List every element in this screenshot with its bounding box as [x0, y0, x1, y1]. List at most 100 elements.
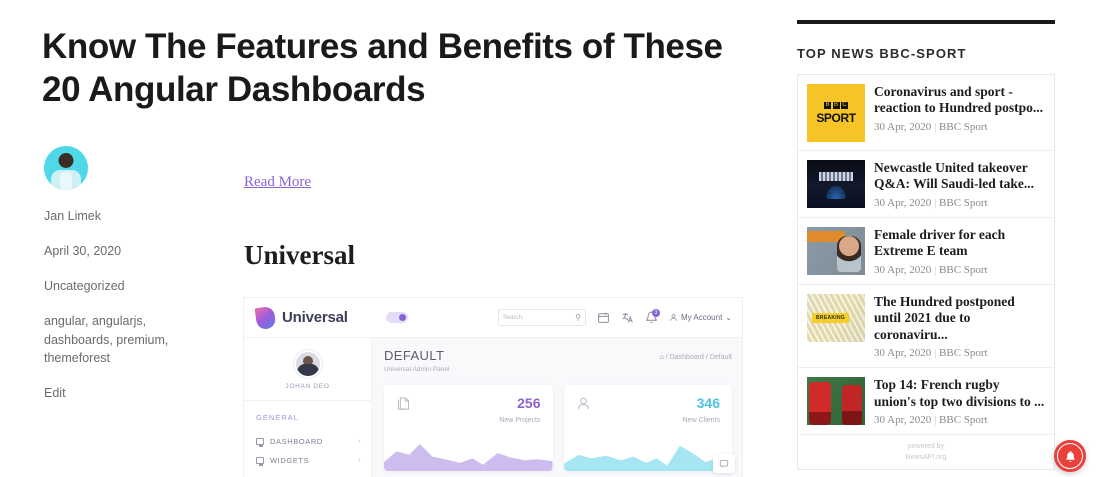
breadcrumb-item-default: Default: [709, 354, 732, 361]
list-item[interactable]: BREAKING The Hundred postponed until 202…: [798, 285, 1054, 369]
monitor-icon: [256, 438, 264, 447]
sidebar-avatar: [293, 350, 322, 378]
post-author: Jan Limek: [44, 209, 101, 223]
sidebar-avatar-body: [296, 364, 319, 376]
account-label: My Account: [680, 313, 723, 322]
news-meta: 30 Apr, 2020 | BBC Sport: [874, 414, 1045, 426]
post-meta: Jan Limek April 30, 2020 Uncategorized a…: [44, 146, 209, 402]
sidebar-item-widgets[interactable]: WIDGETS ›: [244, 451, 371, 470]
list-item[interactable]: Top 14: French rugby union's top two div…: [798, 368, 1054, 436]
edit-link[interactable]: Edit: [44, 385, 66, 400]
news-thumbnail: [807, 377, 865, 426]
news-top-rule: [797, 20, 1055, 24]
sidebar-user[interactable]: JOHAN DEO: [244, 346, 371, 400]
dashboard-topbar-actions: Search. ⚲: [497, 309, 732, 326]
news-headline[interactable]: The Hundred postponed until 2021 due to …: [874, 293, 1015, 342]
post-category[interactable]: Uncategorized: [44, 279, 125, 294]
post-date: April 30, 2020: [44, 244, 122, 259]
sidebar-item-label: DASHBOARD: [270, 437, 323, 446]
read-more-link[interactable]: Read More: [244, 174, 312, 190]
news-credit-line1: powered by: [907, 443, 945, 451]
sidebar-group-label: GENERAL: [256, 413, 299, 422]
news-date: 30 Apr, 2020: [874, 347, 932, 360]
page-title: Know The Features and Benefits of These …: [42, 27, 723, 109]
chat-widget-button[interactable]: [713, 454, 735, 473]
stat-value: 256: [517, 395, 541, 411]
news-meta-separator: |: [934, 414, 937, 427]
chevron-down-icon: ⌄: [725, 313, 732, 322]
news-headline[interactable]: Coronavirus and sport - reaction to Hund…: [874, 84, 1044, 116]
breadcrumb-separator: /: [705, 354, 708, 361]
news-meta: 30 Apr, 2020 | BBC Sport: [874, 264, 1045, 276]
breadcrumb: ⌂ / Dashboard / Default: [660, 348, 732, 361]
news-meta: 30 Apr, 2020 | BBC Sport: [874, 121, 1045, 133]
calendar-icon[interactable]: [597, 311, 610, 324]
bbc-sport-logo-text: SPORT: [816, 110, 856, 125]
search-input[interactable]: Search. ⚲: [497, 309, 586, 326]
sparkline-chart-clients: [563, 435, 732, 471]
home-icon[interactable]: ⌂: [659, 354, 664, 361]
search-placeholder: Search.: [502, 314, 524, 321]
stat-card-new-clients[interactable]: 346 New Clients: [563, 385, 732, 471]
news-date: 30 Apr, 2020: [874, 263, 932, 276]
dashboard-body: JOHAN DEO GENERAL DASHBOARD › WIDGETS ›: [244, 338, 742, 477]
chevron-right-icon: ›: [358, 438, 361, 445]
list-item[interactable]: Newcastle United takeover Q&A: Will Saud…: [798, 151, 1054, 218]
post-tags[interactable]: angular, angularjs, dashboards, premium,…: [44, 314, 169, 365]
bell-badge: 3: [651, 309, 660, 317]
sidebar-user-name: JOHAN DEO: [285, 383, 330, 390]
news-headline[interactable]: Top 14: French rugby union's top two div…: [874, 377, 1045, 409]
news-meta: 30 Apr, 2020 | BBC Sport: [874, 347, 1045, 359]
push-notification-button[interactable]: [1054, 440, 1086, 472]
news-source: BBC Sport: [939, 120, 988, 133]
bell-icon[interactable]: 3: [645, 309, 660, 324]
dashboard-sidebar: JOHAN DEO GENERAL DASHBOARD › WIDGETS ›: [244, 338, 372, 477]
news-meta: 30 Apr, 2020 | BBC Sport: [874, 197, 1045, 209]
news-meta-separator: |: [934, 196, 937, 209]
stat-value: 346: [696, 395, 720, 411]
language-icon[interactable]: [621, 311, 634, 324]
user-icon: [669, 313, 678, 322]
account-menu[interactable]: My Account ⌄: [669, 313, 732, 322]
avatar: [44, 146, 88, 190]
list-item[interactable]: Female driver for each Extreme E team 30…: [798, 218, 1054, 285]
news-credit-line2[interactable]: NewsAPI.org: [905, 453, 947, 461]
stat-label: New Projects: [499, 417, 541, 424]
stat-card-new-projects[interactable]: 256 New Projects: [384, 385, 553, 471]
news-source: BBC Sport: [939, 196, 988, 209]
avatar-head: [58, 153, 74, 168]
news-headline[interactable]: Newcastle United takeover Q&A: Will Saud…: [874, 160, 1035, 192]
universal-logo-icon: [254, 305, 277, 330]
breaking-badge: BREAKING: [812, 312, 850, 323]
news-source: BBC Sport: [939, 263, 988, 276]
dashboard-main: DEFAULT Universal Admin Panel ⌂ / Dashbo…: [372, 338, 742, 477]
dashboard-topbar: Universal Search. ⚲: [244, 298, 742, 338]
search-icon: ⚲: [575, 313, 581, 322]
news-date: 30 Apr, 2020: [874, 120, 932, 133]
news-meta-separator: |: [934, 263, 937, 276]
news-heading: TOP NEWS BBC-SPORT: [797, 46, 967, 61]
section-heading: Universal: [244, 240, 355, 270]
dashboard-page-subtitle: Universal Admin Panel: [384, 366, 450, 373]
sidebar-item-dashboard[interactable]: DASHBOARD ›: [244, 432, 371, 451]
stat-cards: 256 New Projects: [384, 385, 732, 471]
breadcrumb-item-dashboard[interactable]: Dashboard: [669, 354, 704, 361]
sidebar-avatar-head: [302, 356, 313, 366]
dashboard-logo[interactable]: Universal: [254, 305, 374, 330]
monitor-icon: [256, 457, 264, 466]
news-meta-separator: |: [934, 120, 937, 133]
breadcrumb-separator: /: [665, 354, 668, 361]
news-date: 30 Apr, 2020: [874, 414, 932, 427]
dashboard-screenshot: Universal Search. ⚲: [243, 297, 743, 477]
news-source: BBC Sport: [939, 347, 988, 360]
sparkline-chart-projects: [384, 435, 553, 471]
sidebar-divider: [244, 400, 371, 401]
sidebar-toggle[interactable]: [386, 312, 408, 323]
news-headline[interactable]: Female driver for each Extreme E team: [874, 226, 1006, 259]
chevron-right-icon: ›: [358, 457, 361, 464]
